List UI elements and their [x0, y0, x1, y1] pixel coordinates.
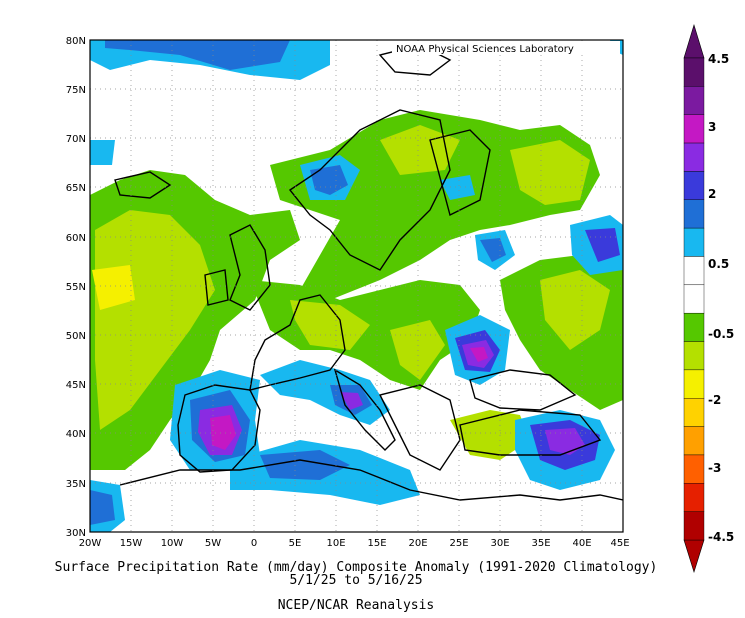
anomaly-region — [310, 165, 348, 195]
colorbar-label: 3 — [708, 120, 716, 134]
lon-label: 25E — [449, 538, 468, 549]
colorbar-label: -4.5 — [708, 530, 734, 544]
anomaly-region — [340, 392, 363, 410]
anomaly-region — [390, 320, 445, 380]
lon-label: 40E — [572, 538, 591, 549]
anomaly-region — [210, 415, 236, 450]
colorbar: 4.5 3 2 0.5 -0.5 -2 -3 -4.5 — [683, 23, 734, 574]
colorbar-label: 4.5 — [708, 52, 729, 66]
anomaly-region — [260, 450, 350, 480]
colorbar-cell — [683, 454, 705, 484]
lon-label: 10W — [161, 538, 184, 549]
anomaly-region — [90, 490, 115, 525]
lon-label: 0 — [251, 538, 257, 549]
colorbar-cell — [683, 256, 705, 286]
anomaly-region — [90, 140, 115, 165]
graticule — [90, 40, 623, 532]
colorbar-cell — [683, 398, 705, 427]
anomaly-region — [585, 228, 620, 262]
colorbar-label: 2 — [708, 187, 716, 201]
credit-text: NOAA Physical Sciences Laboratory — [396, 44, 574, 55]
colorbar-label: -3 — [708, 461, 721, 475]
lat-label: 35N — [66, 479, 86, 490]
colorbar-cell — [683, 114, 705, 144]
caption: Surface Precipitation Rate (mm/day) Comp… — [55, 560, 658, 613]
colorbar-cell — [683, 341, 705, 371]
lat-labels: 80N 75N 70N 65N 60N 55N 50N 45N 40N 35N … — [66, 36, 86, 539]
colorbar-cell — [683, 227, 705, 257]
anomaly-region — [95, 210, 215, 430]
lat-label: 45N — [66, 380, 86, 391]
coastline-black-sea — [469, 369, 577, 411]
coastline-finland — [429, 129, 491, 217]
lon-label: 15W — [120, 538, 143, 549]
lat-label: 30N — [66, 528, 86, 539]
lon-label: 20E — [408, 538, 427, 549]
lat-label: 65N — [66, 183, 86, 194]
colorbar-cell — [683, 369, 705, 399]
coastline-balkans — [378, 384, 461, 471]
lon-label: 30E — [490, 538, 509, 549]
caption-title: Surface Precipitation Rate (mm/day) Comp… — [55, 560, 658, 575]
coastline-france — [249, 294, 346, 391]
caption-source: NCEP/NCAR Reanalysis — [278, 598, 435, 613]
lat-label: 75N — [66, 85, 86, 96]
colorbar-bottom-arrow — [683, 539, 705, 574]
colorbar-cell — [683, 426, 705, 456]
coastline-ireland — [204, 269, 229, 306]
lon-labels: 20W 15W 10W 5W 0 5E 10E 15E 20E 25E 30E … — [79, 538, 630, 549]
lon-label: 20W — [79, 538, 102, 549]
anomaly-region — [545, 428, 585, 455]
coastline-scandinavia — [288, 109, 451, 271]
colorbar-cell — [683, 199, 705, 229]
map-border — [89, 39, 624, 533]
anomaly-region — [480, 238, 506, 262]
coastline-italy — [333, 368, 396, 451]
coastline-iberia — [177, 384, 261, 473]
anomaly-region — [540, 270, 610, 350]
colorbar-cell — [683, 483, 705, 512]
colorbar-label: 0.5 — [708, 257, 729, 271]
colorbar-cell — [683, 142, 705, 172]
lat-label: 50N — [66, 331, 86, 342]
anomaly-region — [470, 347, 488, 362]
credit-box — [392, 41, 620, 55]
coastline-turkey — [459, 409, 602, 456]
anomaly-region — [290, 300, 370, 350]
lat-label: 60N — [66, 233, 86, 244]
lon-label: 5W — [205, 538, 221, 549]
colorbar-cell — [683, 171, 705, 200]
colorbar-label: -0.5 — [708, 327, 734, 341]
lat-label: 40N — [66, 429, 86, 440]
colorbar-top-arrow — [683, 23, 705, 59]
coastline-north-africa — [119, 459, 623, 501]
anomaly-region — [105, 40, 290, 70]
colorbar-cell — [683, 284, 705, 314]
lat-label: 80N — [66, 36, 86, 47]
colorbar-cell — [683, 86, 705, 115]
colorbar-cell — [683, 312, 705, 342]
lon-label: 35E — [531, 538, 550, 549]
lat-label: 70N — [66, 134, 86, 145]
lon-label: 45E — [610, 538, 629, 549]
coastline-british-isles — [229, 224, 271, 311]
anomaly-region — [510, 140, 590, 205]
caption-dates: 5/1/25 to 5/16/25 — [289, 573, 422, 588]
anomaly-region — [92, 265, 135, 310]
lat-label: 55N — [66, 282, 86, 293]
lon-label: 5E — [289, 538, 302, 549]
lon-label: 15E — [367, 538, 386, 549]
anomaly-region — [440, 175, 475, 200]
colorbar-label: -2 — [708, 393, 721, 407]
coastline-iceland — [114, 171, 172, 199]
anomaly-field — [90, 40, 623, 532]
colorbar-cell — [683, 511, 705, 541]
colorbar-cell — [683, 57, 705, 87]
lon-label: 10E — [326, 538, 345, 549]
coastline-outlines — [114, 44, 623, 501]
